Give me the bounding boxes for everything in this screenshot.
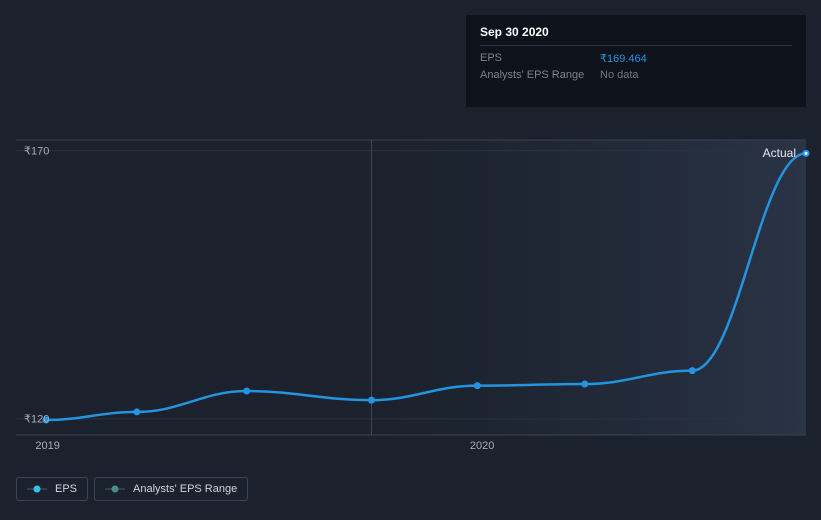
x-axis: 2019 2020 [16, 440, 806, 460]
tooltip-row-range: Analysts' EPS Range No data [480, 67, 792, 83]
line-dot-icon [105, 484, 125, 494]
line-chart-svg [16, 140, 806, 435]
tooltip-row-eps: EPS ₹169.464 [480, 50, 792, 67]
legend-label: Analysts' EPS Range [133, 483, 237, 495]
x-axis-tick: 2020 [470, 440, 494, 452]
tooltip-value: ₹169.464 [600, 52, 647, 65]
plot-area[interactable]: Actual ₹170 ₹120 [16, 140, 806, 435]
line-dot-icon [27, 484, 47, 494]
chart-tooltip: Sep 30 2020 EPS ₹169.464 Analysts' EPS R… [466, 15, 806, 107]
legend-label: EPS [55, 483, 77, 495]
eps-chart-container: Sep 30 2020 EPS ₹169.464 Analysts' EPS R… [16, 15, 806, 505]
chart-legend: EPS Analysts' EPS Range [16, 477, 248, 501]
x-axis-tick: 2019 [35, 440, 59, 452]
actual-region-label: Actual [763, 146, 796, 160]
tooltip-value: No data [600, 69, 639, 81]
tooltip-date: Sep 30 2020 [480, 25, 792, 46]
legend-item-range[interactable]: Analysts' EPS Range [94, 477, 248, 501]
y-axis-tick: ₹170 [24, 144, 49, 157]
y-axis-tick: ₹120 [24, 412, 49, 425]
legend-item-eps[interactable]: EPS [16, 477, 88, 501]
tooltip-label: EPS [480, 52, 600, 65]
tooltip-label: Analysts' EPS Range [480, 69, 600, 81]
